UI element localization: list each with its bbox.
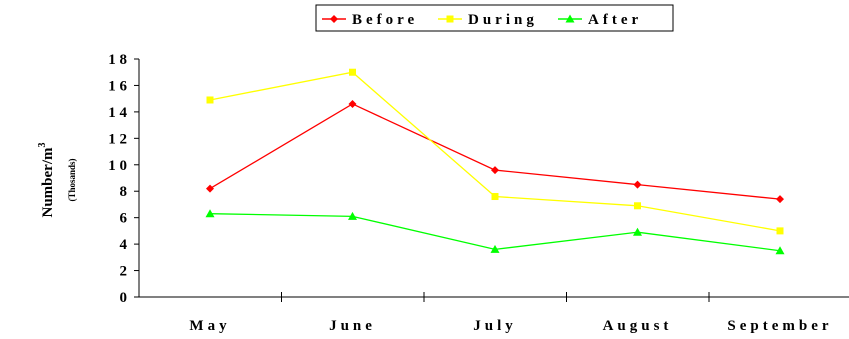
x-tick-label: September — [727, 318, 832, 334]
legend-label-during: During — [468, 12, 538, 28]
legend-entry-during: During — [438, 12, 538, 28]
data-point-during — [491, 193, 499, 201]
y-tick-label: 2 — [120, 264, 128, 280]
series-line-before — [209, 103, 781, 200]
y-tick-label: 6 — [120, 211, 128, 227]
data-point-during — [634, 202, 641, 210]
y-axis: 0 2 4 6 8 1 0 1 2 1 4 1 6 1 8 — [108, 52, 140, 306]
legend-entry-after: After — [558, 12, 642, 28]
data-point-after — [633, 227, 642, 236]
y-axis-sublabel: (Thosands) — [67, 158, 77, 201]
series-before — [206, 99, 784, 204]
y-tick-label: 1 8 — [108, 52, 127, 68]
data-point-before — [633, 180, 642, 189]
y-axis-label: Number/m3 — [37, 143, 56, 218]
y-tick-label: 4 — [120, 237, 128, 253]
data-point-during — [349, 68, 356, 76]
y-axis-label-text: Number/m — [40, 147, 56, 217]
y-tick-label: 1 0 — [108, 158, 127, 174]
data-point-before — [206, 184, 214, 193]
data-point-after — [490, 244, 500, 253]
y-tick-label: 0 — [120, 290, 128, 306]
data-point-during — [776, 227, 784, 235]
y-axis-label-superscript: 3 — [37, 143, 48, 148]
y-tick-label: 1 4 — [108, 105, 127, 121]
data-point-before — [348, 99, 357, 108]
y-axis-title: Number/m3 (Thosands) — [37, 143, 77, 218]
x-tick-label: July — [473, 318, 517, 334]
legend-label-before: Before — [352, 12, 418, 28]
x-axis: May June July August September — [139, 292, 849, 334]
legend-marker-during — [446, 15, 454, 23]
y-tick-label: 1 6 — [108, 78, 127, 94]
data-point-before — [776, 195, 784, 204]
x-tick-label: May — [189, 318, 230, 334]
legend-box — [315, 4, 674, 32]
legend-marker-before — [330, 15, 338, 23]
data-point-after — [348, 211, 357, 220]
data-point-after — [205, 209, 215, 218]
y-tick-label: 8 — [120, 184, 128, 200]
data-point-before — [491, 166, 499, 175]
series-line-during — [209, 71, 781, 232]
series-layer — [205, 68, 785, 255]
legend: Before During After — [315, 4, 674, 32]
series-during — [206, 68, 784, 235]
x-tick-label: August — [603, 318, 673, 334]
legend-entry-before: Before — [322, 12, 418, 28]
series-after — [205, 209, 785, 255]
x-tick-label: June — [329, 318, 376, 334]
legend-marker-after — [565, 14, 575, 23]
legend-label-after: After — [588, 12, 642, 28]
y-tick-label: 1 2 — [108, 131, 127, 147]
data-point-during — [206, 96, 214, 104]
data-point-after — [775, 246, 785, 255]
